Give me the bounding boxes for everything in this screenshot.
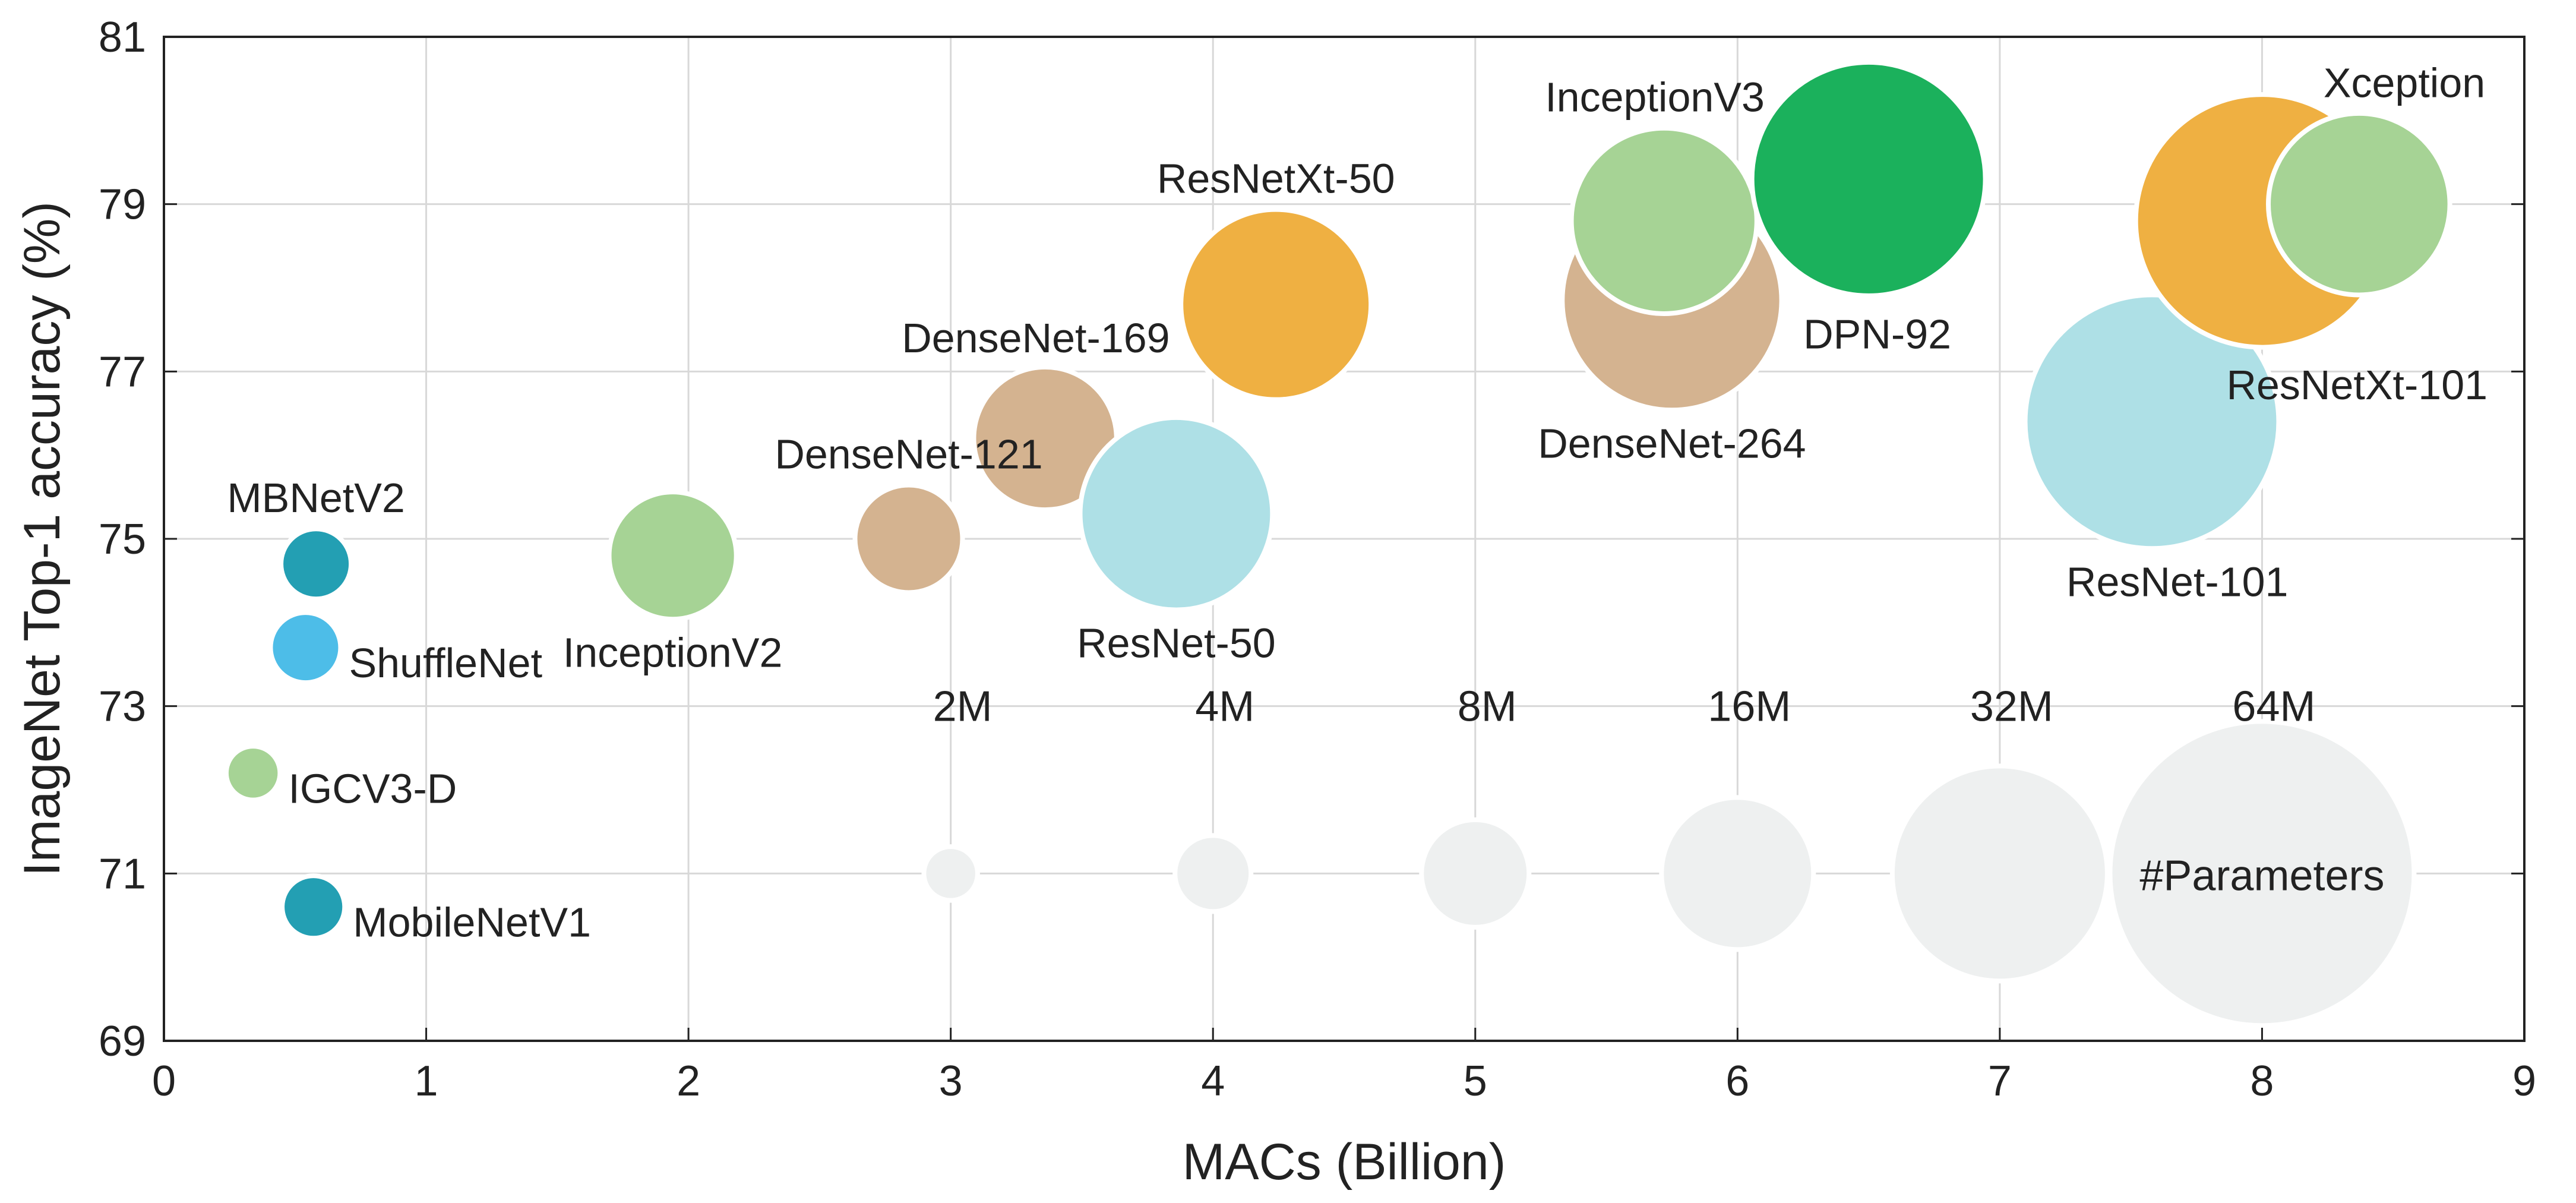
data-bubbles (223, 59, 2452, 941)
bubble-igcv3-d (223, 744, 283, 803)
y-tick-label: 71 (99, 850, 146, 898)
bubble-label: DenseNet-264 (1538, 420, 1806, 466)
legend-size-label: 4M (1195, 683, 1254, 731)
bubble-label: ResNetXt-101 (2226, 362, 2488, 408)
bubble-labels: MBNetV2 ShuffleNet IGCV3-D MobileNetV1 Incep… (227, 60, 2488, 946)
bubble-label: Xception (2324, 60, 2485, 106)
legend-size-label: 2M (933, 683, 993, 731)
bubble-mobilenetv1 (280, 873, 347, 941)
bubble-label: DPN-92 (1803, 311, 1951, 357)
legend-size-label: 32M (1970, 683, 2053, 731)
legend-bubble (921, 844, 980, 903)
legend-bubble (2107, 719, 2417, 1028)
legend-title: #Parameters (2139, 852, 2384, 899)
bubble-resnet-101 (2022, 292, 2281, 551)
y-axis-title: ImageNet Top-1 accuracy (%) (14, 201, 71, 876)
bubble-mbnetv2 (279, 526, 354, 602)
x-tick-label: 6 (1725, 1057, 1749, 1105)
y-tick-label: 77 (99, 348, 146, 396)
bubble-resnetxt-50 (1178, 207, 1374, 402)
bubble-inceptionv2 (606, 490, 739, 622)
bubble-xception (2266, 110, 2452, 298)
x-tick-label: 9 (2512, 1057, 2536, 1105)
bubble-inceptionv3 (1569, 125, 1759, 316)
legend-size-label: 64M (2232, 683, 2315, 731)
legend-bubble (1889, 763, 2110, 984)
legend-bubble (1659, 795, 1816, 952)
bubble-label: DenseNet-121 (775, 431, 1042, 477)
bubble-label: InceptionV3 (1545, 74, 1765, 121)
x-tick-label: 5 (1464, 1057, 1487, 1105)
x-tick-label: 0 (152, 1057, 176, 1105)
legend-size-label: 8M (1458, 683, 1517, 731)
y-tick-label: 73 (99, 683, 146, 731)
bubble-label: ResNet-101 (2066, 558, 2289, 605)
legend-bubble (1419, 817, 1532, 930)
bubble-label: IGCV3-D (288, 765, 457, 812)
x-axis-title: MACs (Billion) (1183, 1133, 1506, 1191)
axes: 0 1 2 3 4 5 6 7 8 9 69 71 73 75 77 79 81 (99, 14, 2536, 1105)
x-tick-label: 2 (677, 1057, 700, 1105)
x-tick-label: 3 (939, 1057, 963, 1105)
x-tick-label: 4 (1201, 1057, 1225, 1105)
bubble-label: ResNet-50 (1077, 620, 1276, 667)
bubble-label: MBNetV2 (227, 475, 405, 521)
y-tick-label: 75 (99, 516, 146, 563)
x-tick-label: 8 (2250, 1057, 2274, 1105)
x-tick-label: 7 (1988, 1057, 2012, 1105)
plot-frame (163, 36, 2526, 1042)
bubble-label: ShuffleNet (349, 640, 542, 686)
bubble-densenet-121 (852, 482, 965, 595)
bubble-resnet-50 (1077, 415, 1275, 612)
x-tick-label: 1 (415, 1057, 438, 1105)
legend-size-label: 16M (1708, 683, 1791, 731)
y-tick-label: 79 (99, 181, 146, 229)
bubble-label: InceptionV2 (563, 629, 783, 675)
bubble-label: MobileNetV1 (353, 899, 591, 946)
bubble-dpn-92 (1749, 59, 1988, 298)
bubble-shufflenet (268, 610, 343, 686)
size-legend: 2M 4M 8M 16M 32M 64M #Parameters (921, 683, 2417, 1028)
y-tick-label: 69 (99, 1018, 146, 1065)
legend-bubble (1172, 833, 1254, 914)
bubble-label: ResNetXt-50 (1157, 156, 1395, 202)
bubble-label: DenseNet-169 (902, 315, 1170, 361)
y-tick-label: 81 (99, 14, 146, 61)
